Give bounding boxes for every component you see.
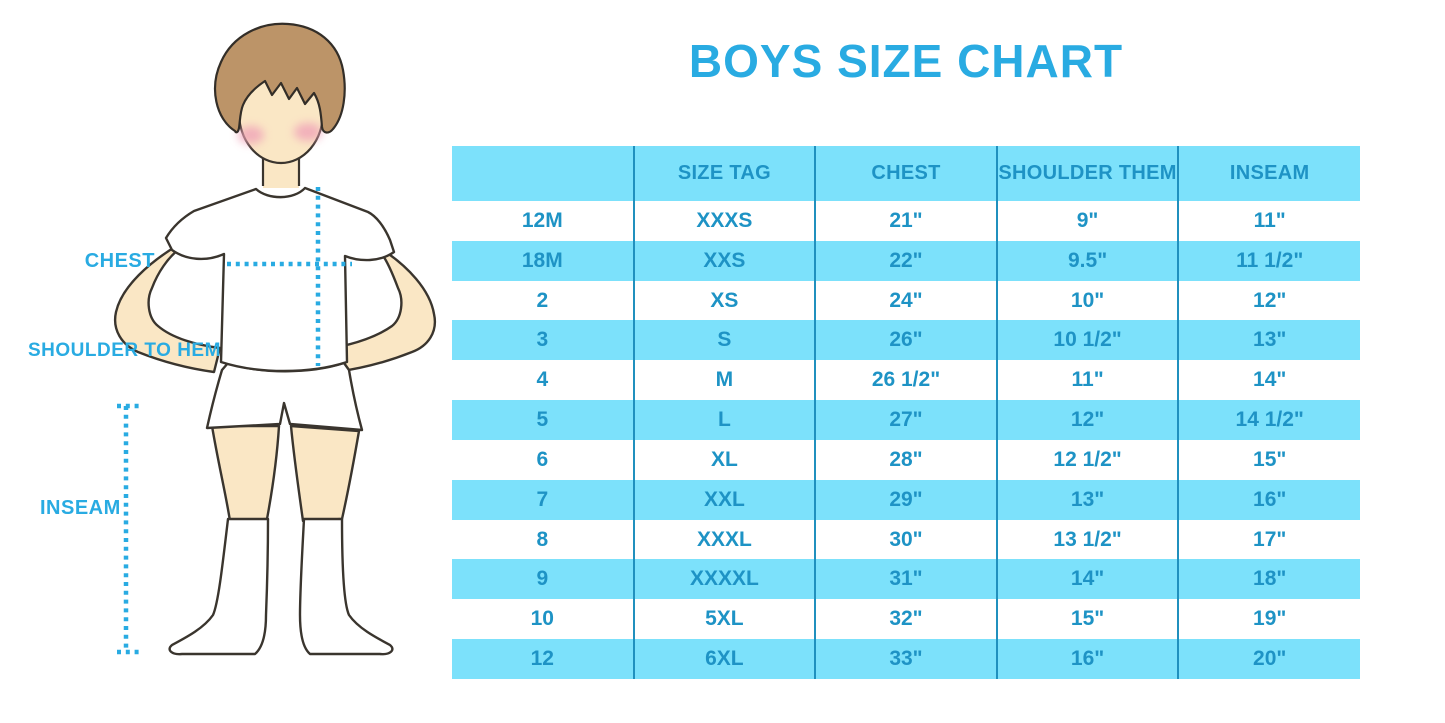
table-cell: 31" [814,559,997,600]
hair [214,22,346,134]
header-cell: CHEST [814,146,997,201]
table-cell: 18M [452,240,634,281]
table-cell: 30" [814,519,997,560]
table-cell: 13" [995,479,1179,520]
table-cell: 26" [814,320,997,361]
table-cell: 27" [814,400,997,440]
table-cell: 9" [995,201,1179,241]
measurement-figure: CHEST SHOULDER TO HEM INSEAM [0,0,450,723]
measurement-lines [117,187,352,655]
table-cell: 8 [536,527,549,551]
header-cell: SIZE TAG [632,146,816,201]
header-cell: SHOULDER THEM [995,146,1179,201]
table-cell: 12" [1177,280,1360,321]
table-cell: 15" [995,599,1179,640]
shorts [205,361,364,432]
arms [113,243,437,374]
page-title: BOYS SIZE CHART [688,35,1124,87]
table-cell: 14" [1177,360,1360,401]
table-cell: 12 1/2" [995,439,1179,480]
table-cell: 7 [452,479,634,520]
table-cell: 26 1/2" [814,360,997,401]
table-cell: 14" [995,559,1179,600]
size-table-body: 12M XXXS 21" 9" 11" 18M XXS 22" 9.5" 11 1/2" 2 XS 24… [452,201,1360,679]
t-shirt [164,186,396,373]
table-row: 6 XL 28" 12 1/2" 15" [452,439,1360,480]
header-cell [452,146,634,201]
table-cell: XXXXL [632,559,816,600]
table-cell: 17" [1177,519,1360,560]
table-cell: 13 1/2" [995,519,1179,560]
boy-illustration [113,22,437,656]
table-row: 12M XXXS 21" 9" 11" [452,201,1360,241]
table-cell: 12" [995,400,1179,440]
table-cell: 11 1/2" [1177,240,1360,281]
table-cell: 4 [536,368,549,392]
table-row: 2 XS 24" 10" 12" [452,280,1360,321]
size-table-header: SIZE TAG CHEST SHOULDER THEM INSEAM [452,146,1360,201]
table-cell: 15" [1177,439,1360,480]
table-cell: 32" [814,599,997,640]
table-cell: 6 [536,447,549,471]
table-cell: 10 1/2" [995,320,1179,361]
table-cell: L [632,400,816,440]
table-row: 10 5XL 32" 15" 19" [452,599,1360,640]
table-cell: 12 [452,639,634,679]
table-cell: 10 [530,607,554,631]
table-cell: 20" [1177,639,1360,679]
table-cell: 24" [814,280,997,321]
size-table: SIZE TAG CHEST SHOULDER THEM INSEAM 12M XXXS… [452,146,1360,679]
socks [168,517,394,656]
table-cell: 16" [1177,479,1360,520]
table-cell: XXXS [632,201,816,241]
table-cell: 22" [814,240,997,281]
shoulder-to-hem-label: SHOULDER TO HEM [28,340,221,361]
inseam-label: INSEAM [40,497,121,519]
table-cell: 2 [536,288,549,312]
table-row: 8 XXXL 30" 13 1/2" 17" [452,519,1360,560]
table-cell: XL [632,439,816,480]
table-cell: M [632,360,816,401]
table-cell: XXL [632,479,816,520]
table-row: 4 M 26 1/2" 11" 14" [452,360,1360,401]
table-cell: 29" [814,479,997,520]
table-cell: 5XL [632,599,816,640]
table-cell: 13" [1177,320,1360,361]
cheeks [238,123,322,144]
table-row: 9 XXXXL 31" 14" 18" [452,559,1360,600]
table-cell: XS [632,280,816,321]
legs [210,424,361,523]
header-row: SIZE TAG CHEST SHOULDER THEM INSEAM [452,146,1360,201]
table-cell: 28" [814,439,997,480]
table-row: 5 L 27" 12" 14 1/2" [452,400,1360,440]
chest-label: CHEST [84,250,155,272]
table-cell: 11" [1177,201,1360,241]
table-cell: 16" [995,639,1179,679]
table-row: 3 S 26" 10 1/2" 13" [452,320,1360,361]
table-row: 12 6XL 33" 16" 20" [452,639,1360,679]
table-cell: 18" [1177,559,1360,600]
table-cell: 19" [1177,599,1360,640]
table-row: 18M XXS 22" 9.5" 11 1/2" [452,240,1360,281]
header-cell: INSEAM [1177,146,1360,201]
table-cell: 9.5" [995,240,1179,281]
table-cell: 6XL [632,639,816,679]
table-cell: 11" [995,360,1179,401]
table-cell: 14 1/2" [1177,400,1360,440]
table-cell: XXS [632,240,816,281]
table-cell: 33" [814,639,997,679]
table-cell: 9 [452,559,634,600]
table-cell: 3 [452,320,634,361]
table-cell: XXXL [632,519,816,560]
table-cell: 5 [452,400,634,440]
table-cell: 10" [995,280,1179,321]
table-row: 7 XXL 29" 13" 16" [452,479,1360,520]
table-cell: S [632,320,816,361]
table-cell: 21" [814,201,997,241]
table-cell: 12M [521,208,563,232]
